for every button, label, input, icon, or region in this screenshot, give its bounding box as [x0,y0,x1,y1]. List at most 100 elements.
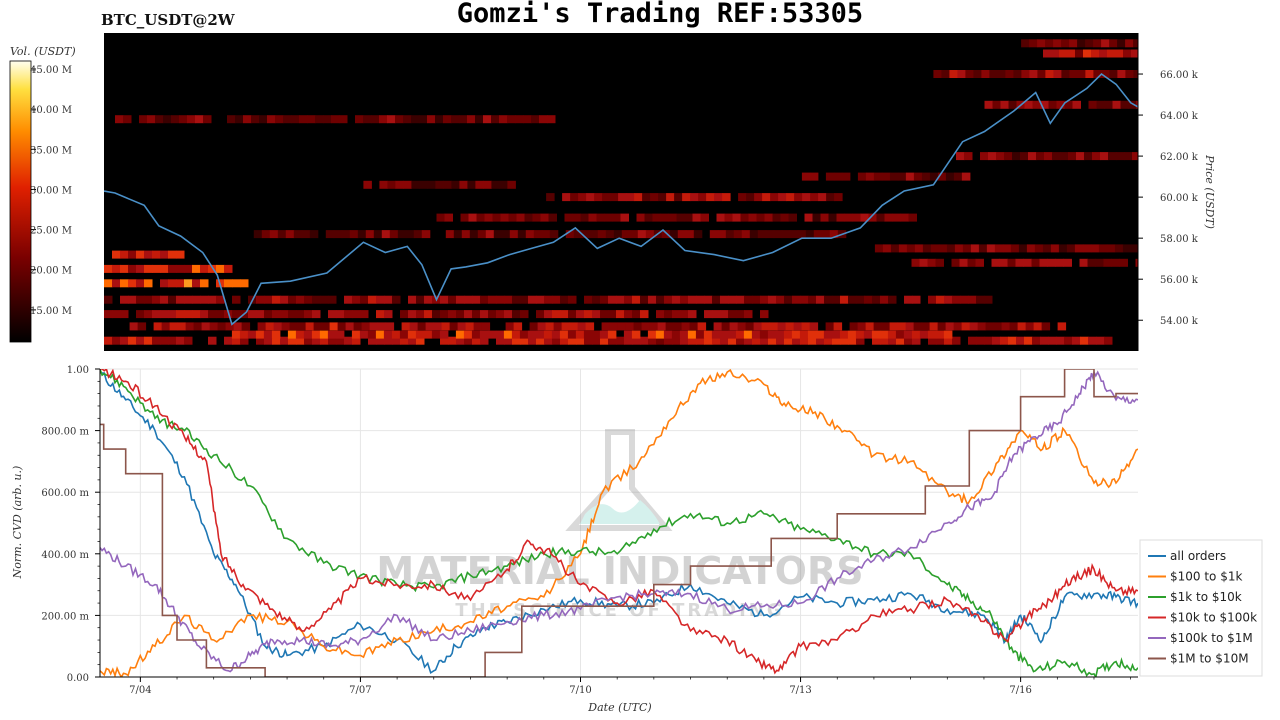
heatmap-cell [1107,49,1116,58]
heatmap-cell [224,279,233,288]
heatmap-cell [792,295,801,304]
heatmap-cell [809,322,819,331]
heatmap-cell [717,230,727,239]
heatmap-cell [153,322,163,331]
heatmap-cell [399,330,409,339]
heatmap-cell [1045,70,1054,78]
heatmap-cell [650,193,659,202]
heatmap-cell [377,322,387,331]
heatmap-cell [753,322,763,331]
heatmap-cell [253,230,263,239]
heatmap-cell [296,295,305,304]
price-tick-label: 56.00 k [1160,275,1199,286]
heatmap-cell [296,336,305,345]
heatmap-cell [992,100,1001,109]
heatmap-cell [464,295,473,304]
cvd-plot-area [100,369,1138,677]
heatmap-cell [1056,336,1065,345]
heatmap-cell [363,180,372,189]
heatmap-cell [392,336,401,345]
legend-item-1k-to-10k[interactable]: $1k to $10k [1148,590,1242,604]
heatmap-cell [749,230,759,239]
heatmap-cell [433,322,443,331]
heatmap-cell [112,264,121,273]
heatmap-cell [865,322,875,331]
heatmap-cell [1037,39,1046,48]
heatmap-cell [305,322,315,331]
legend-item-100k-to-1m[interactable]: $100k to $1M [1148,631,1253,645]
heatmap-cell [523,115,532,124]
heatmap-cell [139,115,148,124]
heatmap-cell [217,322,227,331]
heatmap-cell [844,213,853,222]
heatmap-cell [896,336,905,345]
heatmap-cell [297,322,307,331]
heatmap-cell [831,330,841,339]
heatmap-cell [509,230,519,239]
legend-item-all-orders[interactable]: all orders [1148,549,1226,563]
heatmap-cell [496,295,505,304]
heatmap-cell [860,213,869,222]
heatmap-cell [656,295,665,304]
heatmap-cell [539,115,548,124]
heatmap-cell [825,322,835,331]
heatmap-cell [304,310,313,319]
cvd-x-tick-label: 7/07 [349,685,371,696]
heatmap-cell [688,336,697,345]
heatmap-cell [187,115,196,124]
heatmap-cell [176,295,185,304]
heatmap-cell [874,244,884,253]
heatmap-cell [451,115,460,124]
legend-item-1m-to-10m[interactable]: $1M to $10M [1148,652,1249,666]
heatmap-cell [640,295,649,304]
heatmap-cell [970,244,980,253]
heatmap-cell [770,193,779,202]
heatmap-cell [954,244,964,253]
colorbar-tick-label: 35.00 M [30,145,72,156]
heatmap-cell [351,330,361,339]
heatmap-cell [384,310,393,319]
heatmap-cell [785,322,795,331]
heatmap-cell [544,336,553,345]
heatmap-cell [184,279,193,288]
heatmap-cell [208,264,217,273]
cvd-x-axis-title: Date (UTC) [587,701,651,714]
heatmap-cell [569,322,579,331]
heatmap-cell [729,322,739,331]
heatmap-cell [431,330,441,339]
heatmap-cell [576,336,585,345]
heatmap-cell [1075,49,1084,58]
heatmap-cell [200,279,209,288]
colorbar-tick-label: 30.00 M [30,185,72,196]
heatmap-cell [1024,100,1033,109]
legend[interactable]: all orders $100 to $1k $1k to $10k $10k to … [1139,539,1263,677]
heatmap-cell [303,330,313,339]
heatmap-cell [507,115,516,124]
heatmap-cell [472,336,481,345]
heatmap-cell [192,310,201,319]
legend-item-100-to-1k[interactable]: $100 to $1k [1148,570,1242,584]
heatmap-cell [856,336,865,345]
heatmap-cell [335,330,345,339]
heatmap-cell [357,230,367,239]
heatmap-cell [475,115,484,124]
legend-item-10k-to-100k[interactable]: $10k to $100k [1148,611,1257,625]
heatmap-cell [436,213,445,222]
heatmap-cell [515,115,524,124]
heatmap-cell [608,295,617,304]
heatmap-cell [1077,70,1086,78]
heatmap-cell [953,322,963,331]
heatmap-cell [663,330,673,339]
heatmap-cell [160,250,169,259]
heatmap-cell [439,330,449,339]
heatmap-cell [977,322,987,331]
heatmap-cell [847,330,857,339]
heatmap-cell [401,322,411,331]
heatmap-cell [1130,244,1138,253]
heatmap-cell [176,264,185,273]
heatmap-cell [1109,70,1118,78]
heatmap-cell [333,230,343,239]
heatmap-cell [898,244,908,253]
heatmap-cell [904,336,913,345]
heatmap-cell [477,230,487,239]
